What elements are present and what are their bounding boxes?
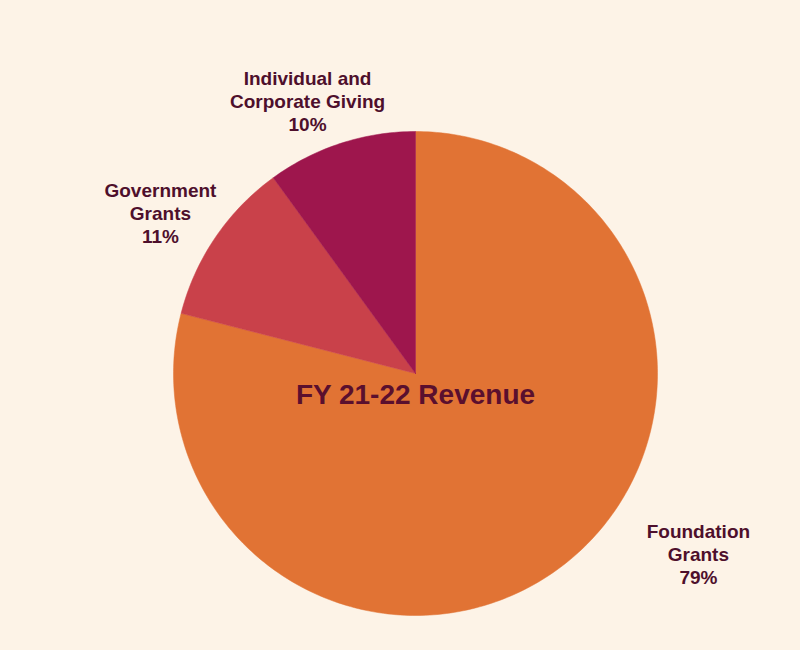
svg-text:FY 21-22 Revenue: FY 21-22 Revenue: [296, 379, 535, 410]
svg-text:FoundationGrants79%: FoundationGrants79%: [647, 521, 750, 588]
svg-text:GovernmentGrants11%: GovernmentGrants11%: [104, 180, 217, 247]
svg-text:Individual andCorporate Giving: Individual andCorporate Giving10%: [230, 68, 385, 135]
